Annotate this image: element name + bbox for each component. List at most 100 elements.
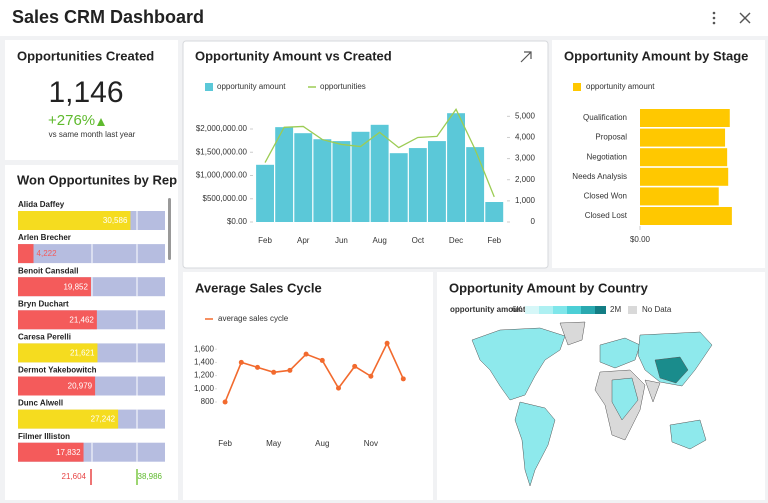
footer-value: 21,604 bbox=[62, 472, 87, 481]
rep-name: Dermot Yakebowitch bbox=[18, 366, 97, 375]
value-label: 30,586 bbox=[103, 216, 128, 225]
point bbox=[271, 369, 277, 375]
bar bbox=[640, 207, 732, 225]
y2-tick-label: 2,000 bbox=[515, 175, 536, 184]
value-label: 17,832 bbox=[56, 448, 81, 457]
bar bbox=[294, 133, 313, 222]
header-bar bbox=[0, 0, 768, 36]
map-legend-scale bbox=[525, 306, 606, 314]
point bbox=[368, 373, 374, 379]
rep-name: Caresa Perelli bbox=[18, 333, 71, 342]
value-label: 4,222 bbox=[37, 249, 58, 258]
y-tick-label: 1,400 bbox=[194, 358, 215, 367]
bar bbox=[18, 343, 98, 363]
value-label: 20,979 bbox=[68, 382, 93, 391]
rep-name: Bryn Duchart bbox=[18, 299, 69, 308]
rep-name: Filmer Illiston bbox=[18, 432, 70, 441]
world-map bbox=[471, 321, 713, 487]
x-tick-label: Feb bbox=[218, 439, 232, 448]
map-legend-max: 2M bbox=[610, 305, 621, 314]
map-title: Opportunity Amount by Country bbox=[449, 280, 649, 295]
y2-tick-label: 3,000 bbox=[515, 154, 536, 163]
y-tick-label: 1,000 bbox=[194, 384, 215, 393]
rep-name: Alida Daffey bbox=[18, 200, 65, 209]
y2-tick-label: 0 bbox=[531, 217, 536, 226]
footer-value: 38,986 bbox=[138, 472, 163, 481]
chart-title: Won Opportunites by Rep bbox=[17, 172, 177, 187]
map-legend-label: opportunity amount: bbox=[450, 305, 528, 314]
x-tick-label: Dec bbox=[449, 236, 463, 245]
x-tick-label: Jun bbox=[335, 236, 348, 245]
bar bbox=[351, 131, 370, 222]
point bbox=[287, 367, 293, 373]
x-tick-label: Aug bbox=[373, 236, 387, 245]
chart-title: Opportunity Amount vs Created bbox=[195, 48, 392, 63]
bar bbox=[18, 409, 119, 429]
kpi-change: +276% bbox=[48, 112, 95, 129]
close-button[interactable] bbox=[739, 12, 751, 24]
point bbox=[238, 359, 244, 365]
value-label: 21,621 bbox=[70, 349, 95, 358]
bar bbox=[370, 124, 389, 222]
bar bbox=[332, 141, 351, 222]
y-tick-label: $0.00 bbox=[227, 217, 248, 226]
category-label: Proposal bbox=[595, 133, 627, 142]
category-label: Closed Lost bbox=[585, 211, 628, 220]
kpi-panel bbox=[5, 40, 178, 160]
y-tick-label: 1,200 bbox=[194, 371, 215, 380]
y-tick-label: $1,000,000.00 bbox=[196, 171, 248, 180]
bar bbox=[18, 310, 97, 330]
y2-tick-label: 1,000 bbox=[515, 196, 536, 205]
menu-button[interactable] bbox=[712, 11, 716, 25]
point bbox=[336, 385, 341, 391]
y-tick-label: $2,000,000.00 bbox=[196, 124, 248, 133]
legend-swatch bbox=[573, 83, 581, 91]
y-tick-label: $1,500,000.00 bbox=[196, 147, 248, 156]
x-tick-label: Nov bbox=[364, 439, 378, 448]
point bbox=[400, 376, 406, 382]
kpi-value: 1,146 bbox=[48, 76, 123, 109]
y-tick-label: 800 bbox=[201, 397, 215, 406]
bar bbox=[275, 127, 294, 222]
category-label: Needs Analysis bbox=[572, 172, 627, 181]
point bbox=[319, 357, 325, 363]
chart-title: Average Sales Cycle bbox=[195, 280, 322, 295]
value-label: 21,462 bbox=[69, 315, 94, 324]
bar bbox=[408, 148, 427, 222]
y2-tick-label: 5,000 bbox=[515, 111, 536, 120]
bar bbox=[18, 244, 34, 264]
kpi-title: Opportunities Created bbox=[17, 48, 154, 63]
category-label: Closed Won bbox=[584, 192, 627, 201]
scrollbar[interactable] bbox=[168, 198, 171, 260]
bar bbox=[18, 376, 96, 396]
point bbox=[255, 364, 260, 370]
x-tick-label: Aug bbox=[315, 439, 329, 448]
rep-name: Arlen Brecher bbox=[18, 233, 71, 242]
point bbox=[384, 340, 390, 346]
bar bbox=[640, 128, 726, 147]
rep-name: Dunc Alwell bbox=[18, 399, 63, 408]
point bbox=[352, 363, 358, 369]
dashboard-title: Sales CRM Dashboard bbox=[12, 7, 204, 27]
chart-title: Opportunity Amount by Stage bbox=[564, 48, 748, 63]
legend-label: opportunity amount bbox=[217, 82, 286, 91]
expand-button[interactable] bbox=[520, 51, 532, 63]
bar bbox=[428, 141, 446, 222]
bar bbox=[485, 202, 504, 222]
rep-name: Benoit Cansdall bbox=[18, 266, 78, 275]
value-label: 27,242 bbox=[91, 415, 116, 424]
map-legend-no-data: No Data bbox=[642, 305, 672, 314]
y-tick-label: 1,600 bbox=[194, 344, 215, 353]
cycle-panel bbox=[183, 272, 433, 500]
x-tick-label: Oct bbox=[412, 236, 425, 245]
point bbox=[222, 399, 228, 405]
line bbox=[264, 108, 495, 198]
x-tick-label: $0.00 bbox=[630, 235, 651, 244]
legend-swatch bbox=[205, 83, 213, 91]
legend-label: average sales cycle bbox=[218, 314, 289, 323]
bar bbox=[640, 187, 719, 206]
point bbox=[303, 351, 309, 357]
no-data-swatch bbox=[628, 306, 637, 314]
